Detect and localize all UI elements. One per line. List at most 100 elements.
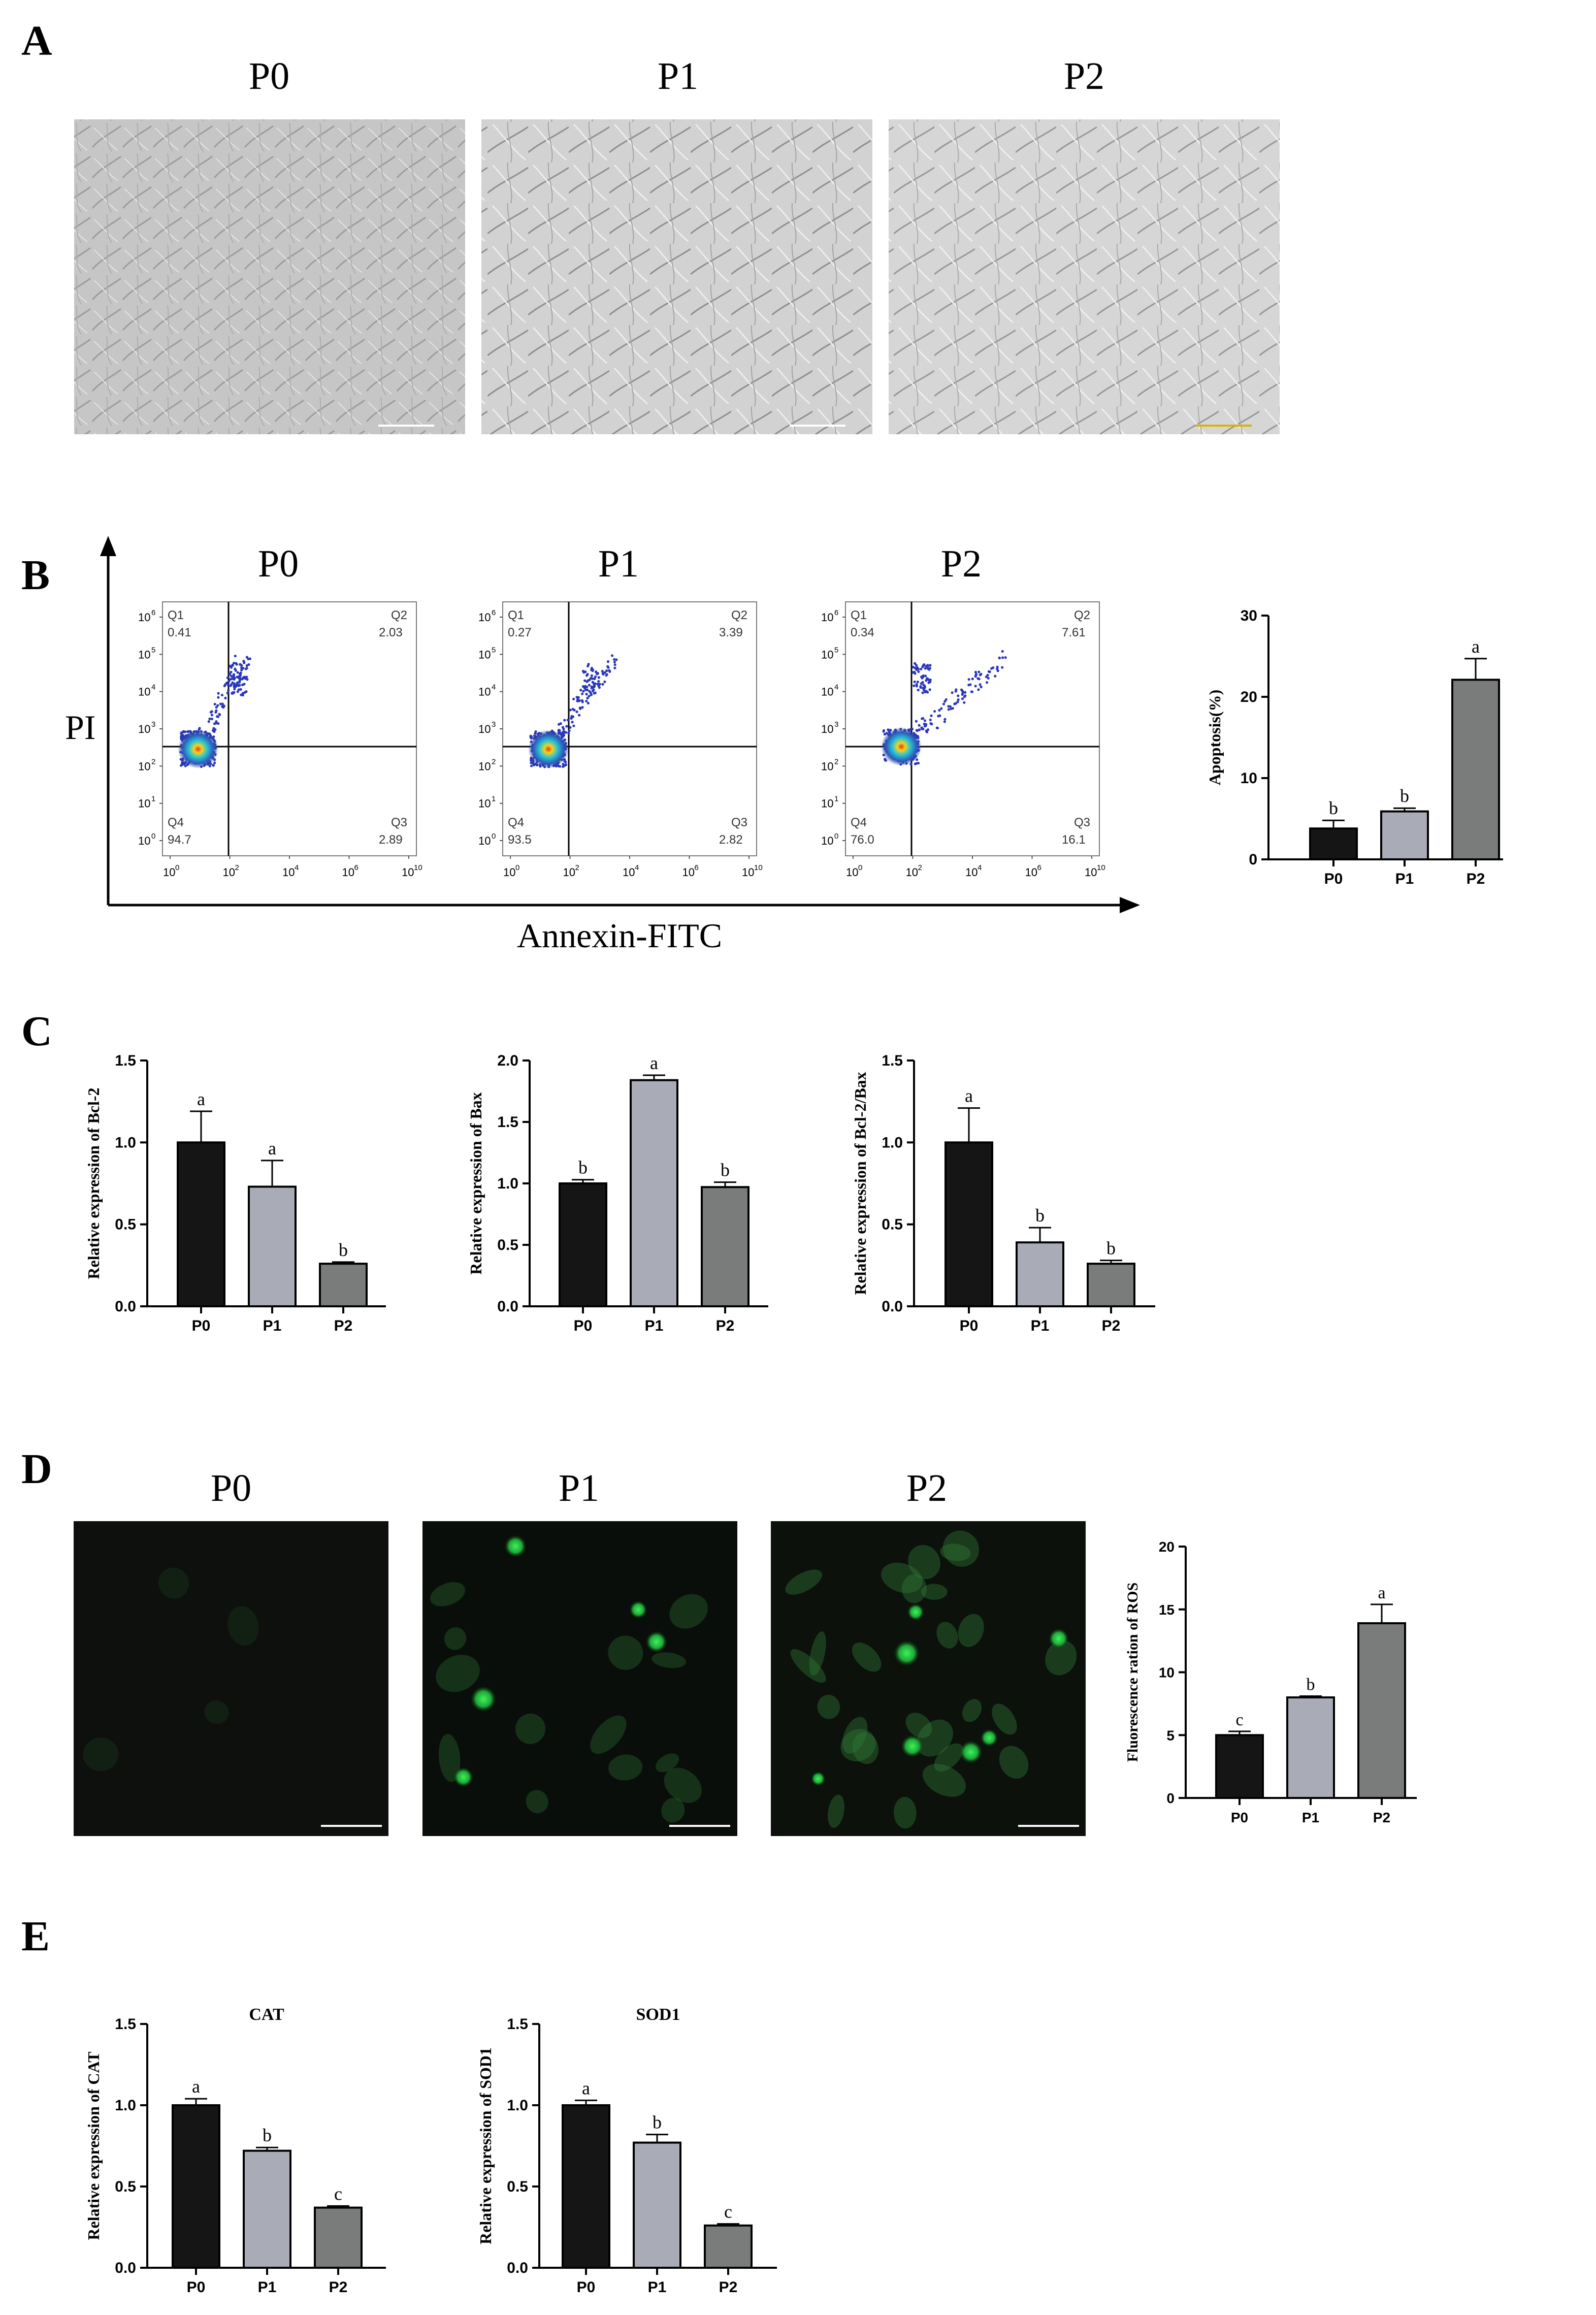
event-dot	[211, 729, 215, 732]
bar-p1	[248, 1185, 297, 1308]
green-fluorescent-cells	[83, 1530, 1077, 1829]
event-dot	[217, 722, 220, 725]
event-dot	[925, 690, 928, 693]
cell-body	[664, 1767, 702, 1803]
event-dot	[231, 681, 234, 684]
y-tick-label: 2.0	[497, 1052, 518, 1069]
cell-body	[958, 1614, 984, 1647]
event-dot	[180, 731, 183, 734]
event-dot	[596, 671, 599, 675]
significance-letter: a	[192, 2076, 200, 2097]
event-dot	[593, 677, 596, 681]
significance-letter: b	[653, 2112, 662, 2133]
y-tick-label: 0.0	[115, 1298, 136, 1315]
flow-y-tick-label: 10	[478, 648, 491, 661]
event-dot	[922, 683, 925, 687]
x-tick-label: P0	[960, 1317, 979, 1334]
event-dot	[944, 698, 948, 701]
event-dot	[582, 690, 585, 693]
event-dot	[977, 688, 980, 691]
x-tick-label: P2	[1102, 1317, 1121, 1334]
x-tick-label: P0	[192, 1317, 211, 1334]
event-dot	[938, 709, 941, 712]
event-dot	[230, 674, 233, 678]
flow-x-tick-label: 10	[846, 866, 858, 879]
flow-y-tick-exponent: 3	[834, 720, 838, 729]
event-dot	[601, 672, 604, 675]
event-dot	[245, 666, 248, 670]
flow-y-tick-exponent: 5	[151, 646, 155, 654]
significance-letter: a	[197, 1089, 205, 1109]
quadrant-q4: Q4	[168, 816, 184, 829]
cell-body	[656, 1753, 679, 1773]
event-dot	[613, 663, 616, 666]
quadrant-q3_val: 16.1	[1062, 833, 1086, 847]
event-dot	[911, 665, 915, 668]
flow-y-tick-label: 10	[138, 648, 150, 661]
bright-cell	[901, 1734, 924, 1758]
event-dot	[564, 731, 568, 734]
quadrant-q3: Q3	[731, 816, 747, 829]
flow-y-tick-label: 10	[138, 797, 150, 810]
panel-label-d: D	[21, 1445, 52, 1493]
cell-body	[785, 1569, 823, 1595]
event-dot	[229, 664, 232, 667]
micrograph-p2	[889, 119, 1280, 434]
event-dot	[917, 761, 920, 765]
flow-y-tick-exponent: 0	[834, 832, 838, 841]
event-dot	[967, 684, 970, 687]
event-dot	[978, 670, 981, 673]
event-dot	[587, 701, 590, 705]
significance-letter: a	[268, 1138, 276, 1159]
flow-y-tick-exponent: 2	[151, 757, 155, 766]
event-dot	[921, 665, 924, 668]
event-dot	[557, 729, 560, 732]
panel-a-title-p1: P1	[658, 55, 698, 98]
y-tick-label: 0.0	[497, 1298, 518, 1315]
y-tick-label: 1.5	[882, 1052, 903, 1069]
flow-x-tick-exponent: 0	[515, 863, 519, 872]
event-dot	[220, 693, 224, 697]
event-dot	[913, 684, 916, 687]
event-dot	[923, 663, 926, 666]
cell-body	[590, 1715, 627, 1754]
event-dot	[237, 688, 240, 691]
quadrant-q2_val: 2.03	[379, 626, 403, 639]
flow-x-tick-exponent: 2	[235, 863, 239, 872]
y-tick-label: 1.0	[115, 2097, 136, 2114]
bar-p2	[704, 2224, 753, 2269]
event-dot	[198, 727, 201, 730]
bar-p1	[243, 2149, 291, 2269]
event-dot	[243, 661, 246, 664]
y-tick-label: 1.0	[882, 1134, 903, 1151]
flow-y-tick-label: 10	[821, 760, 833, 773]
fluorescence-image-p0	[74, 1521, 388, 1836]
bar-p2	[314, 2206, 363, 2269]
x-tick-label: P0	[1231, 1810, 1248, 1825]
event-dot	[914, 762, 917, 765]
y-tick-label: 10	[1159, 1665, 1175, 1681]
event-dot	[590, 674, 593, 677]
event-dot	[929, 664, 932, 667]
event-dot	[597, 676, 600, 679]
x-tick-label: P1	[258, 2279, 277, 2296]
flow-x-tick-exponent: 2	[575, 863, 579, 872]
quadrant-q4_val: 76.0	[851, 833, 874, 847]
y-tick-label: 0	[1249, 851, 1257, 868]
panel-label-e: E	[21, 1913, 50, 1960]
quadrant-q2_val: 7.61	[1062, 626, 1086, 639]
event-dot	[605, 674, 608, 677]
y-tick-label: 0.5	[882, 1216, 903, 1233]
event-dot	[915, 720, 918, 723]
y-axis-label: Relative expression of CAT	[84, 2051, 103, 2240]
x-tick-label: P2	[716, 1317, 735, 1334]
y-tick-label: 0.5	[497, 1237, 518, 1253]
cell-body	[934, 1743, 963, 1772]
event-dot	[601, 683, 604, 686]
y-tick-label: 1.5	[497, 1114, 518, 1131]
event-dot	[590, 693, 593, 696]
event-dot	[920, 682, 923, 685]
significance-letter: b	[1035, 1205, 1045, 1226]
event-dot	[882, 729, 886, 732]
